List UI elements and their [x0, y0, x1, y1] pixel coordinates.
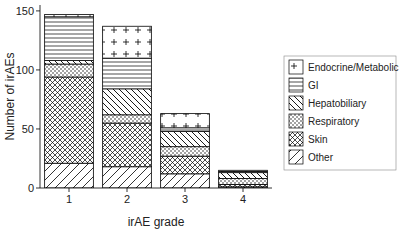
- bar-segment: [161, 114, 210, 128]
- legend-swatch: [289, 132, 303, 146]
- bar-segment: [103, 26, 152, 58]
- x-tick-label: 3: [182, 193, 188, 205]
- legend: Endocrine/Metabolic GI Hepatobiliary Respir…: [284, 56, 399, 170]
- x-tick: [69, 188, 70, 192]
- legend-swatch: [289, 96, 303, 110]
- bar-segment: [161, 131, 210, 146]
- y-axis: [40, 5, 41, 188]
- legend-box: [284, 56, 396, 170]
- x-tick-label: 1: [66, 193, 72, 205]
- bar-segment: [45, 77, 94, 163]
- y-tick: [36, 128, 40, 129]
- legend-label: Hepatobiliary: [308, 98, 366, 109]
- legend-swatch: [289, 114, 303, 128]
- legend-swatch: [289, 60, 303, 74]
- legend-label: Other: [308, 152, 334, 163]
- legend-swatch: [289, 78, 303, 92]
- bar-segment: [103, 167, 152, 188]
- bar-segment: [103, 58, 152, 89]
- bar-segment: [161, 156, 210, 174]
- chart: 0 50 100 150 1 2 3 4 irAE grade Number of irAEs En…: [0, 0, 400, 233]
- bar-segment: [45, 14, 94, 16]
- x-tick: [243, 188, 244, 192]
- x-axis-title: irAE grade: [128, 215, 185, 229]
- bar-segment: [161, 128, 210, 132]
- y-tick-label: 50: [22, 123, 34, 135]
- bar-segment: [219, 170, 268, 171]
- bar-segment: [161, 174, 210, 188]
- y-tick: [36, 188, 40, 189]
- bar-segment: [103, 123, 152, 167]
- legend-label: Endocrine/Metabolic: [308, 62, 399, 73]
- bar-segment: [45, 64, 94, 77]
- bar-segment: [219, 173, 268, 179]
- y-tick-label: 150: [16, 5, 34, 17]
- x-tick: [185, 188, 186, 192]
- legend-label: GI: [308, 80, 319, 91]
- y-tick-label: 100: [16, 64, 34, 76]
- y-tick: [36, 10, 40, 11]
- x-tick-label: 2: [124, 193, 130, 205]
- bar-segment: [45, 163, 94, 188]
- bar-segment: [103, 89, 152, 115]
- bar-segment: [45, 17, 94, 61]
- x-tick: [127, 188, 128, 192]
- x-tick-label: 4: [240, 193, 246, 205]
- bar-segment: [103, 115, 152, 123]
- y-tick: [36, 69, 40, 70]
- bar-segment: [161, 147, 210, 156]
- legend-swatch: [289, 150, 303, 164]
- bars: [45, 14, 268, 188]
- y-axis-title: Number of irAEs: [3, 52, 17, 140]
- legend-label: Skin: [308, 134, 327, 145]
- bar-segment: [45, 60, 94, 64]
- y-tick-label: 0: [28, 182, 34, 194]
- legend-label: Respiratory: [308, 116, 359, 127]
- bar-segment: [219, 179, 268, 185]
- x-axis: [40, 188, 272, 189]
